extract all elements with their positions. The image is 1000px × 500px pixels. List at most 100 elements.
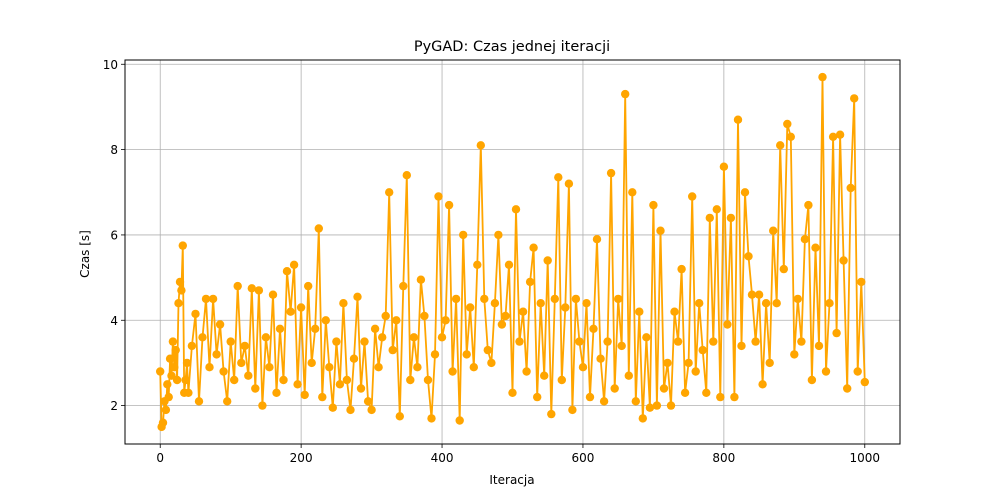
data-point xyxy=(603,337,612,346)
data-point xyxy=(194,397,204,406)
data-point xyxy=(811,243,820,252)
data-point xyxy=(582,299,591,308)
data-point xyxy=(730,392,739,402)
y-tick-label: 6 xyxy=(110,228,118,242)
data-point xyxy=(367,405,376,415)
data-point xyxy=(610,384,619,393)
data-point xyxy=(585,392,595,402)
data-point xyxy=(353,292,362,301)
data-point xyxy=(430,350,440,359)
data-point xyxy=(420,311,429,321)
data-point xyxy=(240,341,249,351)
data-point xyxy=(723,320,732,329)
data-point xyxy=(451,294,461,304)
data-point xyxy=(416,275,426,284)
data-point xyxy=(174,299,183,308)
data-point xyxy=(656,226,665,235)
data-point xyxy=(219,367,228,376)
data-point xyxy=(212,350,221,359)
data-point xyxy=(835,130,845,139)
data-point xyxy=(624,371,633,380)
data-point xyxy=(614,294,623,304)
data-point xyxy=(776,141,785,150)
data-point xyxy=(171,345,180,355)
data-point xyxy=(571,294,581,304)
data-point xyxy=(483,345,492,355)
data-point xyxy=(536,299,545,308)
data-point xyxy=(860,377,869,387)
data-point xyxy=(177,286,186,295)
data-point xyxy=(800,235,810,244)
data-point xyxy=(821,367,831,376)
data-point xyxy=(441,316,450,325)
data-point xyxy=(233,281,242,291)
data-point xyxy=(462,350,471,359)
data-point xyxy=(635,307,644,316)
data-point xyxy=(744,252,753,261)
data-point xyxy=(175,277,185,287)
y-tick-label: 10 xyxy=(103,58,118,72)
data-point xyxy=(547,409,556,419)
data-point xyxy=(328,403,337,412)
data-point xyxy=(265,363,274,372)
data-point xyxy=(268,290,278,299)
data-point xyxy=(156,367,165,376)
data-point xyxy=(652,401,662,410)
data-point xyxy=(293,380,302,389)
data-point xyxy=(254,286,264,295)
x-tick-label: 800 xyxy=(712,451,735,465)
data-point xyxy=(187,341,197,351)
data-point xyxy=(332,337,341,346)
data-point xyxy=(684,358,693,368)
data-point xyxy=(304,281,313,291)
data-point xyxy=(339,299,348,308)
data-point xyxy=(494,230,503,240)
data-point xyxy=(645,403,655,412)
x-tick-label: 1000 xyxy=(849,451,880,465)
data-point xyxy=(296,303,306,312)
data-point xyxy=(258,401,267,410)
data-point xyxy=(321,316,330,325)
data-point xyxy=(392,316,401,325)
data-point xyxy=(515,337,524,346)
data-point xyxy=(783,119,792,129)
data-point xyxy=(223,397,232,406)
data-point xyxy=(406,375,415,385)
data-point xyxy=(533,392,542,402)
data-point xyxy=(786,132,795,141)
data-point xyxy=(448,367,457,376)
data-point xyxy=(839,256,848,265)
data-point xyxy=(807,375,817,385)
data-point xyxy=(688,192,697,201)
data-point xyxy=(335,380,345,389)
data-point xyxy=(522,367,531,376)
data-point xyxy=(370,324,380,333)
data-point xyxy=(557,375,566,385)
chart-title: PyGAD: Czas jednej iteracji xyxy=(414,39,610,55)
data-point xyxy=(765,358,774,368)
data-point xyxy=(628,188,637,197)
data-point xyxy=(564,179,574,188)
data-point xyxy=(230,375,239,385)
data-point xyxy=(621,89,630,99)
data-point xyxy=(182,358,192,368)
data-point xyxy=(857,277,866,287)
series-group xyxy=(156,72,869,432)
data-point xyxy=(568,405,577,415)
data-point xyxy=(578,363,588,372)
data-point xyxy=(172,375,182,385)
data-point xyxy=(631,397,640,406)
data-point xyxy=(275,324,285,333)
y-tick-label: 8 xyxy=(110,143,118,157)
data-point xyxy=(677,264,686,274)
data-point xyxy=(363,397,373,406)
data-point xyxy=(747,290,757,299)
data-point xyxy=(388,345,397,355)
data-point xyxy=(286,307,295,316)
data-point xyxy=(843,384,852,393)
data-point xyxy=(158,418,168,427)
data-point xyxy=(455,416,464,425)
data-point xyxy=(846,183,855,193)
data-point xyxy=(469,363,478,372)
data-point xyxy=(751,337,760,346)
